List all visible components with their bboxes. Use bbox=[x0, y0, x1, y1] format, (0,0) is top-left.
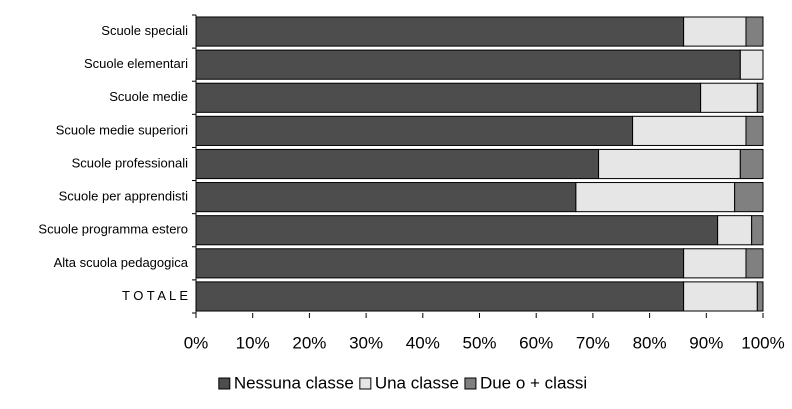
bar-segment bbox=[756, 82, 764, 113]
x-tick-label: 0% bbox=[184, 333, 209, 352]
bar-segment bbox=[683, 248, 747, 279]
bar-segment bbox=[683, 16, 747, 47]
bar-segment bbox=[734, 182, 764, 213]
x-tick-label: 50% bbox=[462, 333, 496, 352]
x-tick-label: 60% bbox=[519, 333, 553, 352]
bar-segment bbox=[745, 115, 764, 146]
legend-swatch bbox=[464, 377, 477, 390]
bar-segment bbox=[632, 115, 747, 146]
y-tick-label: Scuole medie bbox=[109, 89, 188, 104]
legend-swatch bbox=[359, 377, 372, 390]
y-tick-label: Scuole programma estero bbox=[38, 222, 188, 237]
bar-segment bbox=[195, 16, 685, 47]
bar-segment bbox=[575, 182, 736, 213]
y-tick-label: Scuole per apprendisti bbox=[59, 189, 188, 204]
legend-label: Due o + classi bbox=[480, 373, 587, 392]
y-tick-label: Scuole elementari bbox=[84, 56, 188, 71]
bar-segment bbox=[683, 281, 758, 312]
bar-segment bbox=[739, 148, 764, 180]
x-tick-label: 10% bbox=[236, 333, 270, 352]
bar-segment bbox=[717, 215, 753, 246]
bar-segment bbox=[756, 281, 764, 312]
x-tick-label: 90% bbox=[689, 333, 723, 352]
y-tick-label: Scuole professionali bbox=[72, 155, 188, 170]
y-tick-label: Scuole speciali bbox=[101, 23, 188, 38]
y-tick-label: Alta scuola pedagogica bbox=[54, 255, 189, 270]
bar-segment bbox=[195, 82, 702, 113]
x-tick-label: 20% bbox=[292, 333, 326, 352]
bar-segment bbox=[751, 215, 764, 246]
bar-segment bbox=[739, 49, 764, 80]
bar-segment bbox=[195, 248, 685, 279]
y-tick-label: Scuole medie superiori bbox=[56, 122, 188, 137]
x-tick-label: 100% bbox=[741, 333, 784, 352]
x-tick-label: 70% bbox=[576, 333, 610, 352]
bar-segment bbox=[745, 248, 764, 279]
bar-segment bbox=[195, 49, 741, 80]
x-tick-label: 40% bbox=[406, 333, 440, 352]
bar-segment bbox=[598, 148, 741, 180]
legend-label: Nessuna classe bbox=[234, 373, 354, 392]
bar-segment bbox=[700, 82, 758, 113]
legend-swatch bbox=[218, 377, 231, 390]
bar-segment bbox=[745, 16, 764, 47]
y-tick-label: T O T A L E bbox=[122, 288, 188, 303]
bar-segment bbox=[195, 182, 577, 213]
bar-segment bbox=[195, 281, 685, 312]
bar-segment bbox=[195, 148, 600, 180]
x-tick-label: 80% bbox=[633, 333, 667, 352]
legend-label: Una classe bbox=[375, 373, 459, 392]
bar-segment bbox=[195, 115, 634, 146]
x-tick-label: 30% bbox=[349, 333, 383, 352]
bar-segment bbox=[195, 215, 719, 246]
